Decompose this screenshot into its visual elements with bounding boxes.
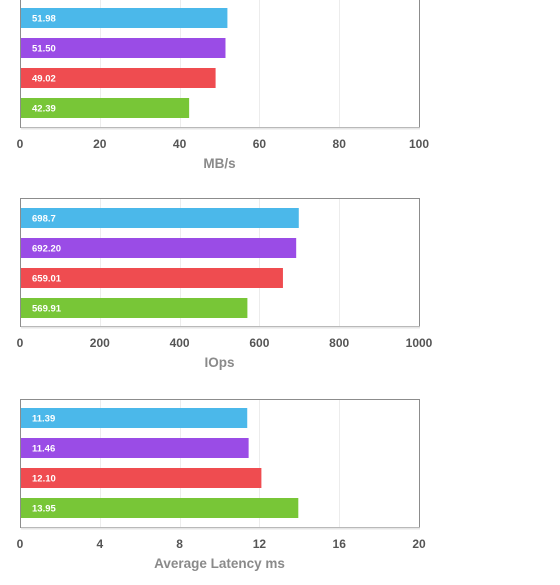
x-tick-label: 20	[93, 137, 107, 151]
x-tick-label: 40	[173, 137, 187, 151]
chart-2: 698.7 692.20 659.01 569.91 0 200 400 600 800 1000…	[17, 198, 433, 370]
bar-4	[21, 298, 248, 318]
x-tick-label: 8	[176, 537, 183, 551]
bar-4	[21, 98, 190, 118]
x-tick-label: 60	[253, 137, 267, 151]
bar-3	[21, 268, 283, 288]
bar-value-label: 11.46	[32, 444, 55, 455]
chart-1: 51.98 51.50 49.02 42.39 0 20 40 60 80 100 MB/s	[17, 0, 429, 171]
bar-value-label: 11.39	[32, 414, 55, 425]
bar-value-label: 13.95	[32, 504, 56, 515]
x-tick-label: 0	[17, 137, 24, 151]
x-tick-label: 0	[17, 537, 24, 551]
x-tick-label: 600	[249, 336, 269, 350]
x-tick-label: 100	[409, 137, 429, 151]
bar-value-label: 12.10	[32, 474, 56, 485]
bar-value-label: 42.39	[32, 104, 56, 115]
bar-3	[21, 468, 262, 488]
bar-value-label: 569.91	[32, 304, 62, 315]
x-tick-label: 16	[333, 537, 347, 551]
x-tick-label: 400	[170, 336, 190, 350]
bar-value-label: 698.7	[32, 214, 56, 225]
bar-1	[21, 408, 248, 428]
bar-3	[21, 68, 216, 88]
x-tick-label: 80	[333, 137, 347, 151]
bar-2	[21, 238, 297, 258]
x-tick-label: 4	[96, 537, 103, 551]
bar-value-label: 49.02	[32, 74, 56, 85]
x-tick-label: 200	[90, 336, 110, 350]
x-tick-label: 0	[17, 336, 24, 350]
chart-3: 11.39 11.46 12.10 13.95 0 4 8 12 16 20 Average Lat…	[17, 399, 426, 571]
x-axis-title: Average Latency ms	[154, 556, 285, 571]
bar-2	[21, 38, 226, 58]
x-tick-label: 12	[253, 537, 267, 551]
x-tick-label: 20	[412, 537, 426, 551]
bar-1	[21, 8, 228, 28]
bar-value-label: 51.98	[32, 14, 56, 25]
bar-value-label: 659.01	[32, 274, 62, 285]
bar-value-label: 51.50	[32, 44, 56, 55]
bar-value-label: 692.20	[32, 244, 61, 255]
bar-2	[21, 438, 249, 458]
x-axis-title: MB/s	[203, 156, 235, 171]
x-axis-title: IOps	[204, 355, 234, 370]
x-tick-label: 1000	[406, 336, 433, 350]
x-tick-label: 800	[329, 336, 349, 350]
bar-4	[21, 498, 299, 518]
bar-1	[21, 208, 299, 228]
